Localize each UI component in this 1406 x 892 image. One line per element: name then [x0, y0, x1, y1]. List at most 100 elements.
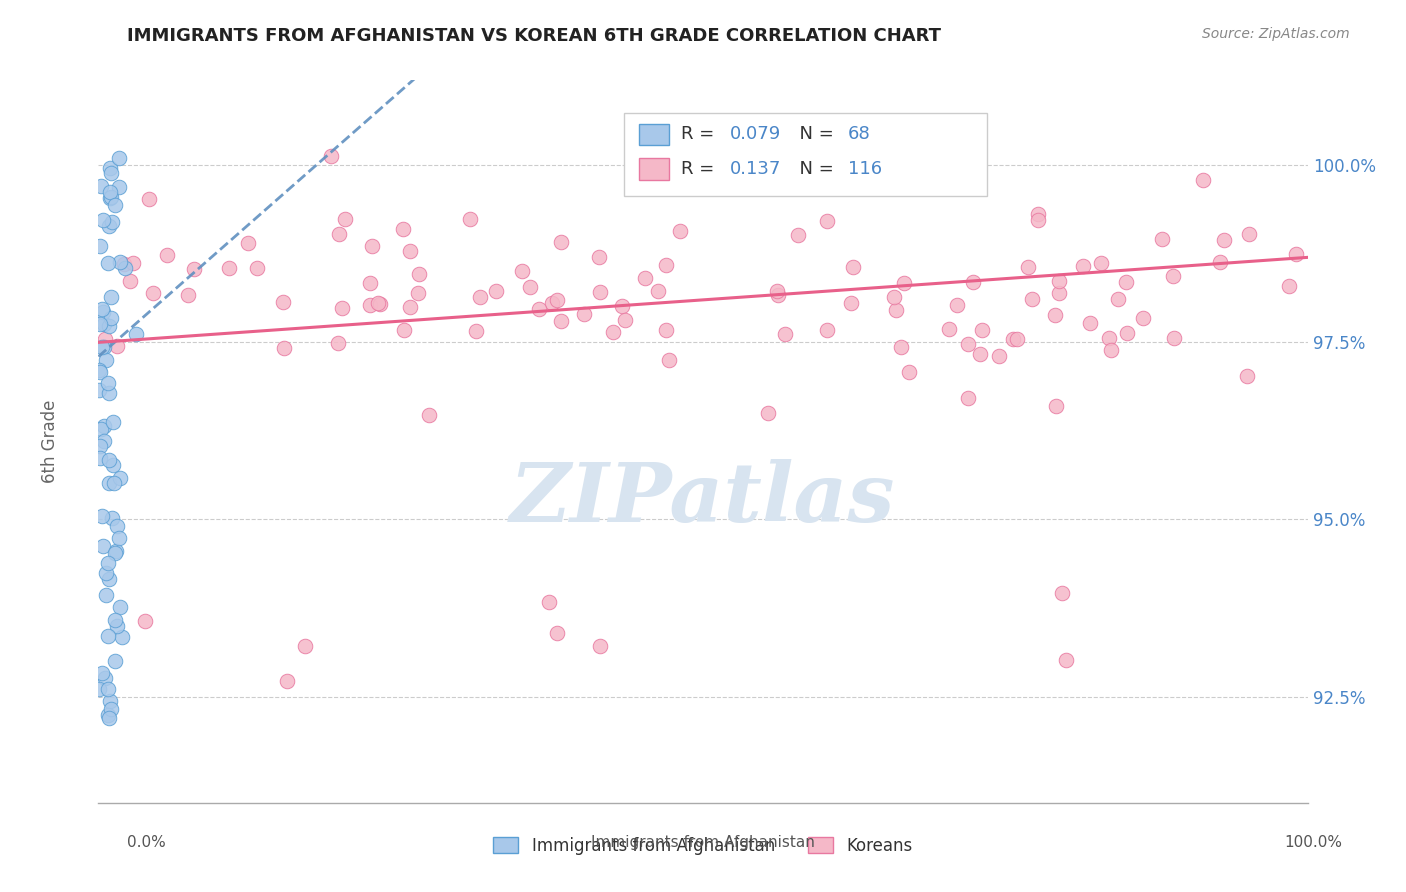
Point: [101, 458, 124, 473]
Point: [103, 476, 125, 491]
Point: [294, 639, 316, 653]
Point: [519, 280, 541, 294]
Point: [1209, 255, 1232, 269]
Point: [87, 363, 110, 377]
Point: [647, 285, 669, 299]
Point: [97, 682, 120, 697]
Point: [93, 539, 115, 553]
Point: [1045, 399, 1067, 413]
Text: 0.079: 0.079: [730, 126, 780, 144]
Point: [1213, 233, 1236, 247]
Point: [1107, 292, 1129, 306]
FancyBboxPatch shape: [638, 124, 669, 145]
Point: [273, 341, 295, 355]
Point: [969, 346, 991, 360]
Point: [97, 708, 120, 723]
Point: [91, 340, 114, 354]
FancyBboxPatch shape: [638, 158, 669, 180]
Point: [1050, 586, 1073, 600]
Point: [668, 224, 690, 238]
Point: [89, 317, 111, 331]
Point: [108, 599, 131, 614]
Point: [90, 301, 112, 316]
Point: [104, 198, 127, 212]
Point: [1078, 316, 1101, 330]
Point: [550, 314, 572, 328]
Point: [97, 475, 120, 490]
Point: [1043, 308, 1066, 322]
Point: [987, 349, 1010, 363]
Point: [91, 212, 114, 227]
Point: [458, 211, 481, 226]
Point: [335, 211, 357, 226]
Point: [1026, 207, 1049, 221]
Point: [236, 235, 259, 250]
Point: [101, 510, 124, 524]
Point: [485, 284, 508, 298]
Point: [815, 214, 838, 228]
Point: [686, 175, 709, 189]
Point: [108, 255, 131, 269]
Point: [640, 179, 662, 194]
Point: [105, 619, 128, 633]
Point: [470, 290, 492, 304]
Point: [658, 352, 681, 367]
Text: ZIPatlas: ZIPatlas: [510, 459, 896, 540]
Point: [104, 546, 127, 560]
Point: [90, 509, 112, 524]
Point: [1021, 292, 1043, 306]
Point: [100, 290, 122, 304]
Point: [108, 151, 131, 165]
Point: [359, 277, 381, 291]
Point: [138, 192, 160, 206]
Point: [1005, 332, 1028, 346]
Text: 100.0%: 100.0%: [1285, 836, 1343, 850]
Point: [107, 180, 129, 194]
Point: [1099, 343, 1122, 357]
Point: [613, 313, 636, 327]
Point: [246, 261, 269, 276]
Point: [120, 274, 142, 288]
Point: [328, 227, 350, 241]
Text: N =: N =: [787, 161, 839, 178]
Point: [330, 301, 353, 315]
Point: [98, 386, 121, 401]
Point: [957, 391, 980, 405]
Point: [367, 296, 389, 310]
Point: [97, 318, 120, 333]
Point: [938, 322, 960, 336]
Text: Source: ZipAtlas.com: Source: ZipAtlas.com: [1202, 27, 1350, 41]
Point: [90, 422, 112, 436]
Point: [97, 453, 120, 467]
Point: [588, 285, 610, 300]
Point: [540, 296, 562, 310]
Point: [101, 215, 124, 229]
Point: [100, 161, 122, 175]
Point: [1054, 653, 1077, 667]
Text: 116: 116: [848, 161, 882, 178]
Text: 0.0%: 0.0%: [127, 836, 166, 850]
Point: [1098, 331, 1121, 345]
Point: [815, 323, 838, 337]
Point: [97, 256, 120, 270]
Point: [602, 325, 624, 339]
Point: [418, 409, 440, 423]
Point: [893, 276, 915, 290]
Point: [359, 298, 381, 312]
Point: [841, 260, 863, 274]
Point: [970, 323, 993, 337]
Point: [94, 671, 117, 685]
Text: IMMIGRANTS FROM AFGHANISTAN VS KOREAN 6TH GRADE CORRELATION CHART: IMMIGRANTS FROM AFGHANISTAN VS KOREAN 6T…: [127, 27, 941, 45]
Point: [271, 295, 294, 310]
Point: [537, 595, 560, 609]
Point: [655, 258, 678, 272]
Point: [884, 303, 907, 318]
Point: [1278, 278, 1301, 293]
Point: [1132, 310, 1154, 325]
Point: [108, 531, 131, 545]
Point: [89, 383, 111, 397]
Point: [1001, 332, 1024, 346]
Point: [93, 434, 115, 449]
Point: [589, 640, 612, 654]
Point: [124, 326, 146, 341]
